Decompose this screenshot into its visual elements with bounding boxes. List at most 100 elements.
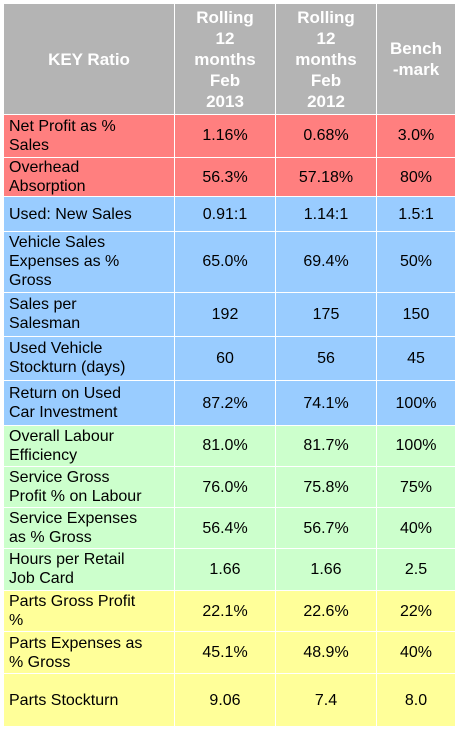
key-ratio-table: KEY Ratio Rolling 12 months Feb 2013 Rol…: [3, 3, 456, 727]
benchmark-cell: 3.0%: [376, 114, 456, 158]
value-2012-cell: 0.68%: [275, 114, 377, 158]
ratio-label-cell: Parts Gross Profit %: [3, 589, 175, 633]
table-row: Service Expenses as % Gross 56.4% 56.7% 40%: [3, 507, 456, 549]
value-2012-cell-text: 74.1%: [303, 394, 349, 412]
benchmark-cell: 22%: [376, 589, 456, 633]
ratio-label-cell-text: Hours per Retail Job Card: [9, 551, 125, 588]
value-2012-cell: 74.1%: [275, 380, 377, 427]
ratio-label-cell-text: Parts Expenses as % Gross: [9, 634, 143, 671]
value-2013-cell: 45.1%: [174, 631, 276, 675]
ratio-label-cell: Parts Stockturn: [3, 673, 175, 727]
value-2013-cell: 192: [174, 291, 276, 337]
table-row: Net Profit as % Sales 1.16% 0.68% 3.0%: [3, 114, 456, 158]
ratio-label-cell-text: Net Profit as % Sales: [9, 117, 116, 154]
benchmark-cell: 75%: [376, 465, 456, 509]
ratio-label-cell: Sales per Salesman: [3, 291, 175, 337]
table-row: Hours per Retail Job Card 1.66 1.66 2.5: [3, 548, 456, 591]
value-2013-cell: 65.0%: [174, 230, 276, 293]
value-2012-cell-text: 75.8%: [303, 478, 349, 496]
value-2013-cell: 1.66: [174, 548, 276, 591]
benchmark-cell: 8.0: [376, 673, 456, 727]
ratio-label-cell: Overall Labour Efficiency: [3, 425, 175, 467]
table-row: Parts Stockturn 9.06 7.4 8.0: [3, 673, 456, 727]
benchmark-cell: 100%: [376, 425, 456, 467]
value-2013-cell: 87.2%: [174, 380, 276, 427]
ratio-label-cell-text: Parts Stockturn: [9, 691, 119, 709]
ratio-label-cell: Used Vehicle Stockturn (days): [3, 335, 175, 382]
value-2013-cell-text: 81.0%: [202, 437, 248, 455]
header-rolling-2012: Rolling 12 months Feb 2012: [275, 3, 377, 115]
table-row: Sales per Salesman 192 175 150: [3, 291, 456, 337]
value-2012-cell-text: 0.68%: [303, 127, 349, 145]
benchmark-cell-text: 2.5: [404, 560, 428, 578]
benchmark-cell: 50%: [376, 230, 456, 293]
ratio-label-cell: Service Expenses as % Gross: [3, 507, 175, 549]
value-2012-cell-text: 56.7%: [303, 519, 349, 537]
ratio-label-cell-text: Used: New Sales: [9, 205, 132, 223]
table-row: Parts Gross Profit % 22.1% 22.6% 22%: [3, 589, 456, 633]
value-2012-cell: 81.7%: [275, 425, 377, 467]
ratio-label-cell-text: Sales per Salesman: [9, 296, 81, 333]
benchmark-cell-text: 80%: [399, 168, 433, 186]
value-2013-cell-text: 0.91:1: [202, 205, 248, 223]
header-key-ratio: KEY Ratio: [3, 3, 175, 115]
table-row: Vehicle Sales Expenses as % Gross 65.0% 69…: [3, 230, 456, 293]
value-2012-cell: 57.18%: [275, 156, 377, 198]
value-2013-cell-text: 9.06: [209, 691, 241, 709]
benchmark-cell-text: 22%: [399, 602, 433, 620]
benchmark-cell-text: 100%: [395, 437, 437, 455]
value-2012-cell: 56.7%: [275, 507, 377, 549]
ratio-label-cell: Hours per Retail Job Card: [3, 548, 175, 591]
value-2012-cell-text: 56: [317, 349, 335, 367]
ratio-label-cell-text: Service Gross Profit % on Labour: [9, 469, 142, 505]
table-row: Overall Labour Efficiency 81.0% 81.7% 100%: [3, 425, 456, 467]
value-2013-cell: 56.4%: [174, 507, 276, 549]
benchmark-cell-text: 3.0%: [397, 127, 435, 145]
value-2012-cell-text: 22.6%: [303, 602, 349, 620]
header-rolling-2013: Rolling 12 months Feb 2013: [174, 3, 276, 115]
ratio-label-cell-text: Used Vehicle Stockturn (days): [9, 340, 126, 377]
value-2012-cell-text: 175: [312, 305, 340, 323]
value-2013-cell-text: 56.3%: [202, 168, 248, 186]
value-2012-cell-text: 1.14:1: [303, 205, 349, 223]
value-2013-cell-text: 1.16%: [202, 127, 248, 145]
value-2013-cell: 56.3%: [174, 156, 276, 198]
header-rolling-2012-label: Rolling 12 months Feb 2012: [295, 7, 357, 111]
value-2013-cell-text: 22.1%: [202, 602, 248, 620]
header-row: KEY Ratio Rolling 12 months Feb 2013 Rol…: [3, 3, 456, 115]
value-2012-cell-text: 1.66: [310, 560, 342, 578]
value-2013-cell-text: 1.66: [209, 560, 241, 578]
header-benchmark-label: Bench -mark: [390, 39, 442, 79]
value-2012-cell: 1.66: [275, 548, 377, 591]
value-2013-cell: 76.0%: [174, 465, 276, 509]
value-2013-cell: 81.0%: [174, 425, 276, 467]
ratio-label-cell: Return on Used Car Investment: [3, 380, 175, 427]
benchmark-cell: 45: [376, 335, 456, 382]
value-2013-cell-text: 65.0%: [202, 253, 248, 271]
benchmark-cell-text: 1.5:1: [398, 205, 434, 223]
benchmark-cell-text: 75%: [399, 478, 433, 496]
benchmark-cell: 40%: [376, 631, 456, 675]
benchmark-cell: 40%: [376, 507, 456, 549]
benchmark-cell-text: 40%: [399, 519, 433, 537]
table-row: Used Vehicle Stockturn (days) 60 56 45: [3, 335, 456, 382]
benchmark-cell: 100%: [376, 380, 456, 427]
ratio-label-cell-text: Vehicle Sales Expenses as % Gross: [9, 234, 120, 290]
ratio-label-cell-text: Service Expenses as % Gross: [9, 510, 138, 547]
benchmark-cell: 80%: [376, 156, 456, 198]
value-2012-cell-text: 81.7%: [303, 437, 349, 455]
value-2013-cell-text: 76.0%: [202, 478, 248, 496]
ratio-label-cell: Overhead Absorption: [3, 156, 175, 198]
value-2012-cell: 175: [275, 291, 377, 337]
value-2012-cell: 7.4: [275, 673, 377, 727]
header-rolling-2013-label: Rolling 12 months Feb 2013: [194, 7, 256, 111]
value-2013-cell: 0.91:1: [174, 196, 276, 232]
ratio-label-cell: Service Gross Profit % on Labour: [3, 465, 175, 509]
table-row: Service Gross Profit % on Labour 76.0% 75.…: [3, 465, 456, 509]
benchmark-cell: 2.5: [376, 548, 456, 591]
ratio-label-cell: Net Profit as % Sales: [3, 114, 175, 158]
benchmark-cell: 1.5:1: [376, 196, 456, 232]
benchmark-cell-text: 100%: [395, 394, 437, 412]
value-2012-cell: 22.6%: [275, 589, 377, 633]
benchmark-cell-text: 45: [407, 349, 425, 367]
